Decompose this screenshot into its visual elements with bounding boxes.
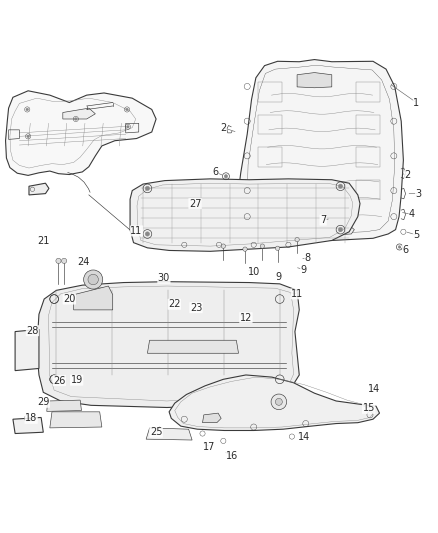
Text: 27: 27 <box>189 199 201 208</box>
Text: 12: 12 <box>240 313 252 322</box>
Circle shape <box>56 259 61 263</box>
Polygon shape <box>146 428 192 440</box>
Text: 6: 6 <box>212 167 219 177</box>
Text: 24: 24 <box>78 257 90 267</box>
Polygon shape <box>169 375 379 431</box>
Text: 19: 19 <box>71 375 83 385</box>
Circle shape <box>74 118 77 120</box>
Circle shape <box>338 228 343 232</box>
Circle shape <box>338 184 343 188</box>
Text: 18: 18 <box>25 414 37 423</box>
Text: 16: 16 <box>226 451 238 461</box>
Circle shape <box>243 247 247 252</box>
Text: 29: 29 <box>37 397 49 407</box>
Text: 2: 2 <box>220 123 226 133</box>
Text: 20: 20 <box>63 294 75 304</box>
Circle shape <box>127 125 129 128</box>
Polygon shape <box>148 340 239 353</box>
Text: 17: 17 <box>203 441 215 451</box>
Polygon shape <box>63 108 95 119</box>
Text: 30: 30 <box>158 273 170 283</box>
Polygon shape <box>74 286 113 310</box>
Circle shape <box>145 186 150 191</box>
Polygon shape <box>202 413 221 423</box>
Circle shape <box>88 274 99 285</box>
Polygon shape <box>15 329 39 370</box>
Text: 11: 11 <box>291 289 303 299</box>
Text: 5: 5 <box>413 230 420 240</box>
Text: 15: 15 <box>363 403 375 414</box>
Polygon shape <box>297 72 332 88</box>
Polygon shape <box>47 400 81 411</box>
Polygon shape <box>130 179 360 252</box>
Text: 10: 10 <box>248 267 261 277</box>
Text: 2: 2 <box>405 171 411 180</box>
Circle shape <box>398 246 401 248</box>
Circle shape <box>126 108 128 111</box>
Text: 25: 25 <box>150 427 162 437</box>
Circle shape <box>260 244 265 248</box>
Polygon shape <box>330 225 354 235</box>
Text: 14: 14 <box>368 384 381 394</box>
Circle shape <box>271 394 287 410</box>
Text: 7: 7 <box>320 215 326 225</box>
Circle shape <box>221 244 226 248</box>
Text: 4: 4 <box>409 209 415 220</box>
Text: 23: 23 <box>190 303 202 313</box>
Circle shape <box>276 398 283 405</box>
Circle shape <box>276 246 280 251</box>
Circle shape <box>224 174 228 178</box>
Polygon shape <box>37 281 299 408</box>
Text: 1: 1 <box>413 98 420 108</box>
Text: 28: 28 <box>26 326 39 336</box>
Text: 14: 14 <box>297 432 310 441</box>
Circle shape <box>61 259 67 263</box>
Circle shape <box>27 135 29 138</box>
Polygon shape <box>29 183 49 195</box>
Text: 3: 3 <box>416 189 422 199</box>
Circle shape <box>84 270 103 289</box>
Text: 22: 22 <box>168 299 180 309</box>
Text: 21: 21 <box>37 236 49 246</box>
Text: 26: 26 <box>53 376 66 385</box>
Text: 6: 6 <box>403 246 409 255</box>
Circle shape <box>295 237 299 242</box>
Text: 9: 9 <box>276 272 282 282</box>
Circle shape <box>26 108 28 111</box>
Polygon shape <box>50 412 102 428</box>
Text: 11: 11 <box>131 226 143 236</box>
Polygon shape <box>13 417 43 433</box>
Text: 9: 9 <box>300 264 307 274</box>
Text: 8: 8 <box>305 253 311 263</box>
Circle shape <box>145 232 150 236</box>
Polygon shape <box>6 91 156 175</box>
Polygon shape <box>237 60 403 240</box>
